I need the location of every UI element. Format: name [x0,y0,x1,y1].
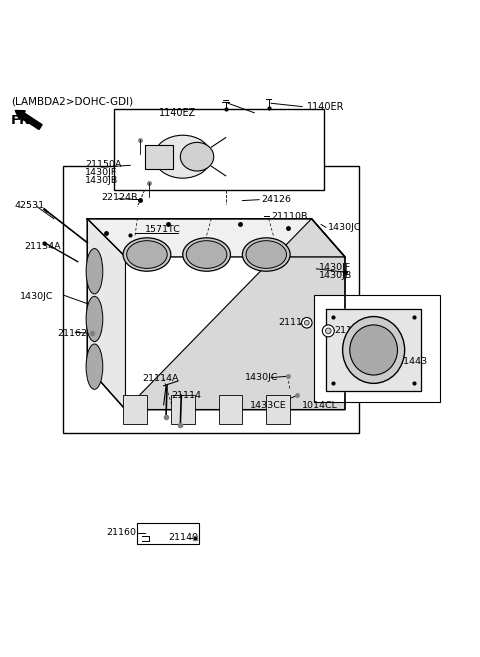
Polygon shape [125,219,345,409]
Ellipse shape [350,325,397,375]
Text: (LAMBDA2>DOHC-GDI): (LAMBDA2>DOHC-GDI) [11,97,133,107]
Bar [314,295,441,403]
Text: 1433CE: 1433CE [250,401,286,411]
Bar [114,109,324,190]
Ellipse shape [186,240,227,268]
Text: 1140EZ: 1140EZ [159,108,196,118]
Text: 21110B: 21110B [271,212,307,221]
Text: 21117: 21117 [278,318,308,327]
Bar [171,396,195,424]
Text: 21160: 21160 [107,528,136,537]
Bar [218,396,242,424]
Text: 21150A: 21150A [85,160,121,170]
Polygon shape [87,219,125,409]
Ellipse shape [123,238,171,271]
Bar [137,523,199,544]
Ellipse shape [246,240,287,268]
Ellipse shape [242,238,290,271]
Ellipse shape [183,238,230,271]
Ellipse shape [86,344,103,390]
Polygon shape [326,309,421,390]
Text: 21115B: 21115B [335,327,371,335]
Text: 21162A: 21162A [58,328,94,338]
Polygon shape [87,219,345,257]
Text: 21114A: 21114A [142,374,179,383]
Text: 1430JC: 1430JC [20,292,53,301]
Ellipse shape [86,296,103,342]
Ellipse shape [323,325,334,337]
Text: 1430JB: 1430JB [319,271,352,279]
Ellipse shape [86,248,103,294]
Ellipse shape [325,328,331,334]
Text: 1014CL: 1014CL [302,401,338,411]
Bar [63,166,360,434]
Text: 22124B: 22124B [102,193,138,202]
Ellipse shape [154,135,211,178]
Ellipse shape [304,321,309,325]
Text: 1430JB: 1430JB [85,175,118,185]
FancyArrow shape [15,110,42,129]
Bar [266,396,290,424]
Text: 24126: 24126 [262,195,291,204]
Text: 1430JC: 1430JC [328,223,362,232]
Text: 1430JC: 1430JC [245,373,278,382]
Ellipse shape [301,317,312,328]
Text: 1140ER: 1140ER [307,102,344,112]
Text: 21140: 21140 [168,533,198,542]
Text: 21443: 21443 [397,357,428,367]
Text: 21134A: 21134A [24,242,61,251]
Bar [144,145,173,169]
Ellipse shape [127,240,167,268]
Text: 21114: 21114 [171,391,201,400]
Ellipse shape [343,317,405,384]
Bar [123,396,147,424]
Text: 42531: 42531 [15,201,45,210]
Text: 1430JF: 1430JF [319,263,351,272]
Text: 1430JF: 1430JF [85,168,117,177]
Text: FR.: FR. [11,114,36,127]
Ellipse shape [180,143,214,171]
Text: 1571TC: 1571TC [144,225,180,234]
Text: 21440: 21440 [357,334,387,344]
